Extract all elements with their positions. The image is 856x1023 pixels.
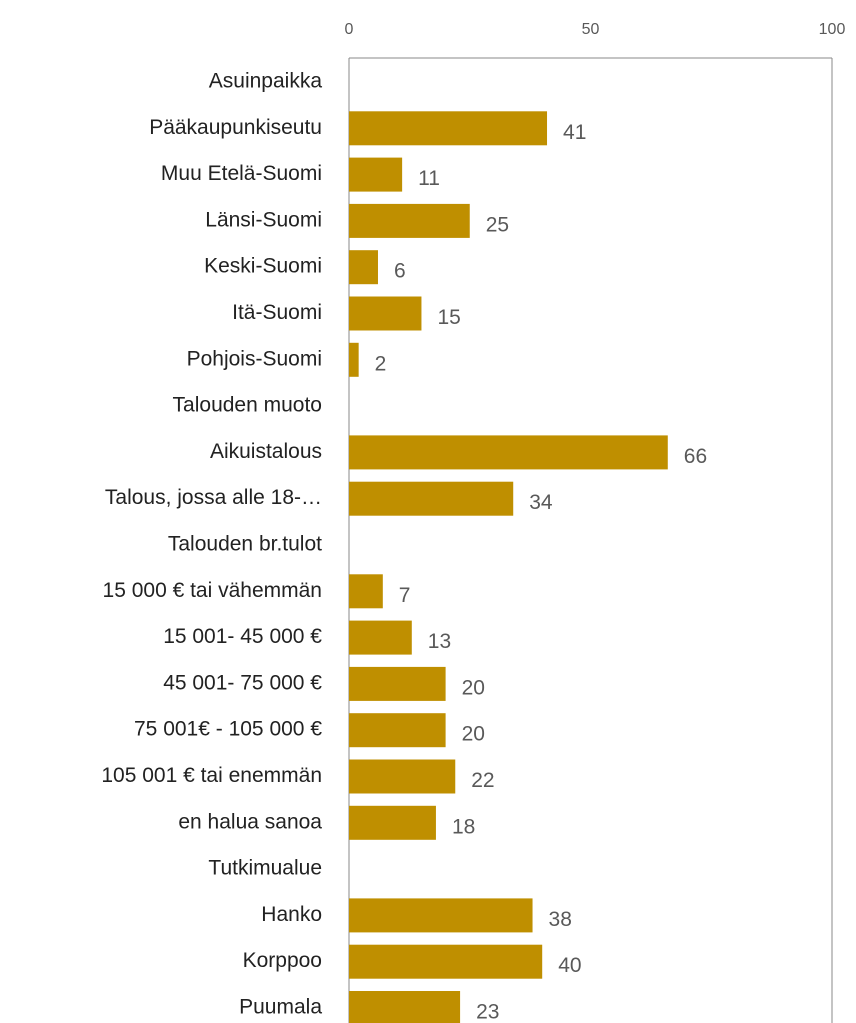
bar [349,250,378,285]
y-tick-label: Talous, jossa alle 18-… [105,486,322,509]
y-tick-label: Hanko [261,903,322,926]
value-label: 15 [437,306,460,329]
value-label: 38 [549,908,572,931]
value-label: 25 [486,213,509,236]
y-tick-label: Aikuistalous [210,440,322,463]
bar [349,620,412,655]
y-tick-label: 45 001- 75 000 € [163,671,322,694]
bar [349,111,548,146]
bar [349,898,533,933]
value-label: 23 [476,1001,499,1023]
y-tick-label: Muu Etelä-Suomi [161,162,322,185]
y-tick-label: 75 001€ - 105 000 € [134,718,322,741]
bar [349,805,436,840]
value-label: 22 [471,769,494,792]
value-label: 41 [563,121,586,144]
y-tick-label: 105 001 € tai enemmän [101,764,322,787]
y-tick-label: Asuinpaikka [209,70,323,93]
x-tick-label: 50 [582,21,600,38]
y-tick-label: 15 001- 45 000 € [163,625,322,648]
value-label: 18 [452,815,475,838]
bar [349,481,514,516]
y-tick-label: Itä-Suomi [232,301,322,324]
bar [349,435,668,470]
y-tick-label: en halua sanoa [178,810,322,833]
value-label: 11 [418,167,440,190]
y-tick-label: Puumala [239,996,322,1019]
bar [349,666,446,701]
y-tick-label: Keski-Suomi [204,255,322,278]
x-tick-label: 100 [819,21,846,38]
value-label: 7 [399,584,411,607]
bar [349,944,543,979]
y-tick-label: Korppoo [243,949,322,972]
bar [349,759,456,794]
bar [349,713,446,748]
bar [349,203,470,238]
value-label: 13 [428,630,451,653]
y-tick-label: Talouden muoto [173,394,322,417]
y-tick-label: Talouden br.tulot [168,533,322,556]
bar [349,574,383,609]
y-tick-label: 15 000 € tai vähemmän [103,579,322,602]
bar [349,296,422,331]
y-tick-label: Tutkimualue [208,857,322,880]
x-tick-label: 0 [345,21,354,38]
bar [349,157,403,192]
value-label: 6 [394,260,406,283]
y-tick-label: Länsi-Suomi [205,208,322,231]
value-label: 2 [375,352,387,375]
y-tick-label: Pääkaupunkiseutu [149,116,322,139]
value-label: 20 [462,723,485,746]
bar [349,991,461,1023]
value-label: 34 [529,491,553,514]
value-label: 66 [684,445,707,468]
bar [349,342,359,377]
value-label: 20 [462,676,485,699]
y-tick-label: Pohjois-Suomi [187,347,322,370]
value-label: 40 [558,954,581,977]
